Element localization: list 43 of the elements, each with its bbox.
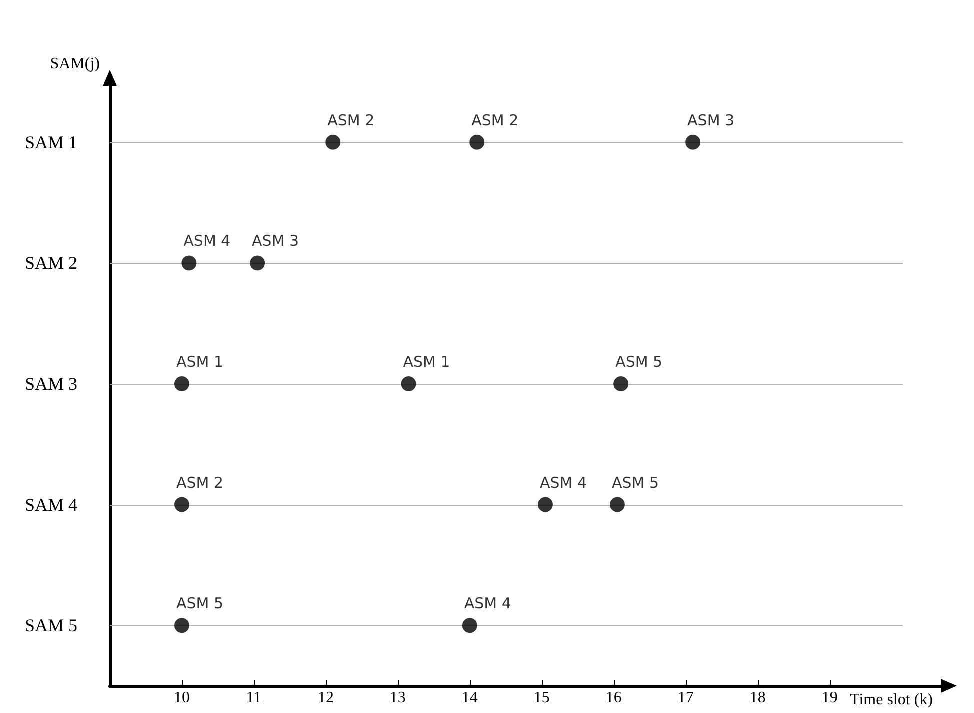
data-label: ASM 4	[464, 594, 512, 613]
data-label: ASM 1	[403, 353, 450, 371]
point	[401, 376, 416, 392]
data-label: ASM 4	[184, 232, 231, 250]
x-tick-label: 15	[534, 690, 550, 706]
point	[250, 256, 266, 271]
y-tick-label: SAM 3	[25, 374, 78, 394]
data-label: ASM 2	[176, 474, 224, 492]
point	[470, 134, 485, 150]
point	[462, 618, 478, 634]
point	[538, 497, 553, 512]
x-tick-label: 12	[318, 690, 334, 706]
point	[326, 134, 341, 150]
y-tick-label: SAM 1	[25, 132, 78, 152]
x-tick-label: 19	[822, 690, 838, 706]
point	[174, 497, 190, 512]
data-label: ASM 5	[612, 474, 659, 492]
x-tick-label: 13	[390, 690, 406, 706]
data-label: ASM 1	[176, 353, 224, 371]
x-axis-title: Time slot (k)	[850, 692, 933, 708]
y-tick-label: SAM 2	[25, 253, 78, 274]
data-label: ASM 2	[472, 111, 519, 130]
data-label: ASM 5	[176, 594, 224, 613]
data-label: ASM 4	[540, 474, 588, 492]
point	[610, 497, 625, 512]
x-tick-label: 16	[606, 690, 622, 706]
data-label: ASM 3	[252, 232, 300, 250]
x-tick-label: 10	[174, 690, 190, 706]
x-tick-label: 14	[462, 690, 478, 706]
point	[174, 618, 190, 634]
x-tick-label: 17	[678, 690, 694, 706]
y-axis-title: SAM(j)	[50, 56, 100, 72]
point	[614, 376, 629, 392]
point	[174, 376, 190, 392]
data-label: ASM 3	[688, 111, 735, 130]
data-label: ASM 2	[328, 111, 375, 130]
y-tick-label: SAM 4	[25, 494, 78, 515]
data-label: ASM 5	[616, 353, 663, 371]
x-tick-label: 18	[750, 690, 766, 706]
x-tick-label: 11	[246, 690, 262, 706]
point	[686, 134, 701, 150]
y-tick-label: SAM 5	[25, 616, 78, 636]
point	[182, 256, 197, 271]
